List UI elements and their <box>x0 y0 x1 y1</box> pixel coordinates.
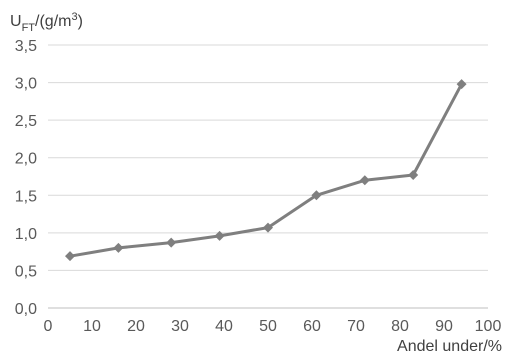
y-axis-title-close: ) <box>78 13 83 30</box>
x-tick-label: 70 <box>347 318 365 335</box>
gridlines <box>48 44 488 271</box>
data-point-marker <box>166 237 177 248</box>
axis-titles: UFT/(g/m3) Andel under/% <box>10 11 502 355</box>
x-tick-label: 20 <box>127 318 145 335</box>
x-tick-label: 50 <box>259 318 277 335</box>
y-axis-title-subscript: FT <box>22 22 36 34</box>
y-tick-label: 0,5 <box>15 263 37 280</box>
y-axis-title: UFT/(g/m3) <box>10 11 83 34</box>
x-tick-labels: 0 10 20 30 40 50 60 70 80 90 100 <box>44 318 502 335</box>
data-point-marker <box>113 242 124 253</box>
y-tick-label: 2,0 <box>15 151 37 168</box>
data-point-marker <box>408 169 419 180</box>
x-tick-label: 80 <box>391 318 409 335</box>
y-axis-title-unit: /(g/m <box>35 13 71 30</box>
x-tick-label: 40 <box>215 318 233 335</box>
y-tick-label: 3,5 <box>15 38 37 55</box>
data-point-marker <box>214 230 225 241</box>
x-tick-label: 100 <box>475 318 502 335</box>
y-tick-label: 1,5 <box>15 188 37 205</box>
y-tick-label: 3,0 <box>15 76 37 93</box>
x-tick-label: 10 <box>83 318 101 335</box>
y-tick-label: 2,5 <box>15 113 37 130</box>
x-tick-label: 90 <box>435 318 453 335</box>
y-axis-title-base: U <box>10 13 22 30</box>
x-tick-label: 30 <box>171 318 189 335</box>
data-point-marker <box>359 175 370 186</box>
x-tick-label: 0 <box>44 318 53 335</box>
y-tick-label: 1,0 <box>15 226 37 243</box>
data-point-marker <box>65 251 75 262</box>
y-tick-labels: 0,0 0,5 1,0 1,5 2,0 2,5 3,0 3,5 <box>15 38 37 318</box>
data-point-marker <box>456 79 467 90</box>
x-axis-title: Andel under/% <box>397 338 502 355</box>
x-tick-label: 60 <box>303 318 321 335</box>
data-point-marker <box>263 222 273 233</box>
series <box>65 79 467 262</box>
y-axis-title-superscript: 3 <box>71 11 77 23</box>
data-point-marker <box>311 190 322 201</box>
y-tick-label: 0,0 <box>15 301 37 318</box>
